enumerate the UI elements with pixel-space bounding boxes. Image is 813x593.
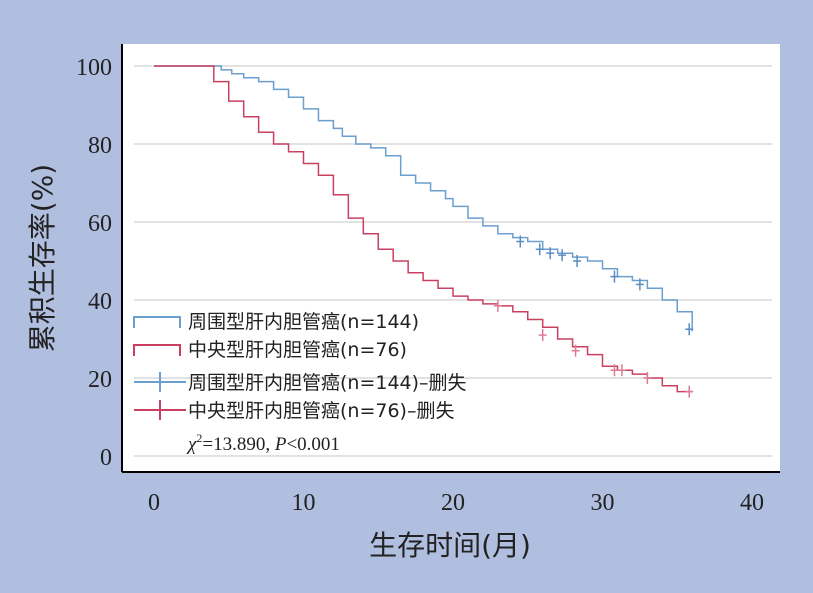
legend-label-central: 中央型肝内胆管癌(n=76): [188, 339, 407, 361]
series-lines: [154, 65, 693, 393]
legend-swatch-central: [133, 344, 181, 356]
y-tick-label: 40: [88, 289, 112, 315]
y-tick-labels: 0 20 40 60 80 100: [76, 55, 112, 471]
y-tick-label: 20: [88, 367, 112, 393]
censor-mark: [516, 235, 525, 248]
legend-censor-central: [134, 400, 186, 420]
series-line-peripheral: [154, 65, 693, 332]
y-tick-label: 100: [76, 55, 112, 81]
censor-mark: [685, 385, 694, 398]
censor-mark: [635, 278, 644, 291]
legend-label-peripheral: 周围型肝内胆管癌(n=144): [188, 311, 419, 333]
x-tick-label: 30: [591, 490, 615, 516]
censor-mark: [610, 270, 619, 283]
censor-mark: [538, 329, 547, 342]
legend-swatch-peripheral: [133, 316, 181, 328]
chi-square-annotation: χ2=13.890, P<0.001: [186, 431, 340, 455]
legend-label-central-censor: 中央型肝内胆管癌(n=76)–删失: [188, 400, 454, 422]
censor-mark: [617, 364, 626, 377]
legend-censor-peripheral: [134, 372, 186, 392]
y-tick-label: 80: [88, 133, 112, 159]
censor-mark: [685, 323, 694, 336]
y-tick-label: 60: [88, 211, 112, 237]
legend-label-peripheral-censor: 周围型肝内胆管癌(n=144)–删失: [188, 372, 467, 394]
y-axis-label: 累积生存率(%): [26, 164, 59, 352]
censor-mark: [546, 247, 555, 260]
censor-mark: [573, 255, 582, 267]
grid-lines: [134, 65, 772, 457]
censor-mark: [610, 364, 619, 377]
x-tick-labels: 0 10 20 30 40: [148, 490, 764, 516]
censor-mark: [535, 243, 544, 256]
y-tick-label: 0: [100, 445, 112, 471]
censor-mark: [558, 249, 567, 262]
x-axis-label: 生存时间(月): [369, 529, 531, 562]
x-tick-label: 40: [740, 490, 764, 516]
censor-mark: [571, 344, 580, 357]
series-line-central: [154, 65, 693, 393]
x-tick-label: 0: [148, 490, 160, 516]
plot-background: [122, 44, 780, 472]
censor-mark: [493, 299, 502, 312]
censor-mark: [643, 372, 652, 384]
censor-marks: [493, 235, 694, 398]
legend: 周围型肝内胆管癌(n=144) 中央型肝内胆管癌(n=76) 周围型肝内胆管癌(…: [133, 311, 467, 422]
x-tick-label: 10: [292, 490, 316, 516]
x-tick-label: 20: [441, 490, 465, 516]
